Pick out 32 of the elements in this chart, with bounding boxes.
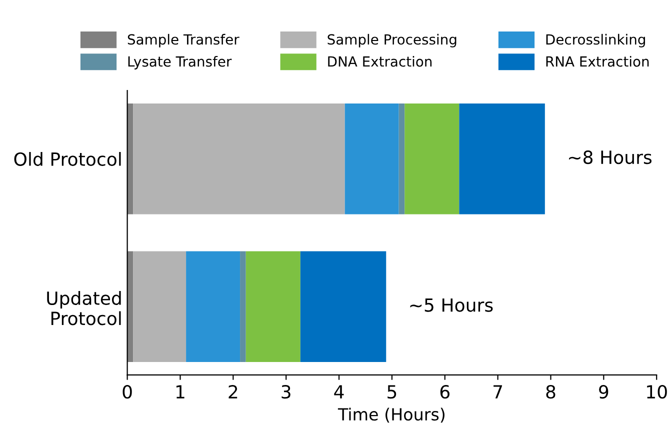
bar — [459, 103, 545, 214]
legend-label: Sample Processing — [328, 34, 456, 48]
x-tick-label: 7 — [494, 385, 502, 398]
x-tick-label: 6 — [440, 385, 450, 399]
x-tick-label: 8 — [546, 385, 556, 399]
legend-label: Lysate Transfer — [128, 56, 232, 70]
y-tick-label: Old Protocol — [14, 152, 121, 166]
annotation: ~5 Hours — [410, 298, 493, 312]
y-tick-label: Updated Protocol — [47, 291, 121, 326]
bar — [344, 103, 399, 214]
x-tick-label: 0 — [122, 385, 132, 399]
x-tick-label: 5 — [388, 385, 396, 399]
bar — [240, 251, 246, 362]
x-tick-label: 1 — [176, 385, 184, 398]
legend-label: Sample Transfer — [128, 34, 240, 48]
bar — [246, 251, 300, 362]
x-axis-title: Time (Hours) — [338, 408, 444, 423]
bar — [133, 251, 186, 362]
bar — [398, 103, 405, 214]
legend-label: Decrosslinking — [546, 34, 645, 48]
bar — [133, 103, 345, 214]
legend-label: DNA Extraction — [328, 56, 432, 67]
x-tick-label: 10 — [647, 385, 667, 399]
x-tick-label: 2 — [228, 385, 238, 398]
bar — [186, 251, 240, 362]
x-tick-label: 9 — [599, 385, 608, 399]
bar — [404, 103, 460, 214]
legend-label: RNA Extraction — [546, 56, 649, 67]
bar — [300, 251, 386, 362]
annotation: ~8 Hours — [569, 150, 652, 164]
x-tick-label: 3 — [282, 385, 290, 399]
x-tick-label: 4 — [334, 385, 344, 398]
